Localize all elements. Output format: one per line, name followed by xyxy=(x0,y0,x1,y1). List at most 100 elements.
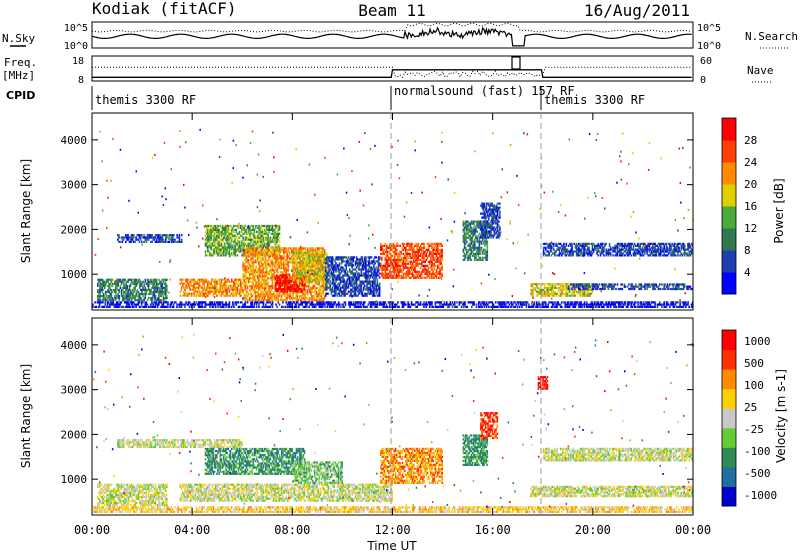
heatmap-cell xyxy=(273,295,276,298)
heatmap-cell xyxy=(226,250,228,253)
heatmap-cell xyxy=(293,284,295,287)
heatmap-cell xyxy=(402,266,405,269)
heatmap-cell xyxy=(306,247,309,250)
heatmap-cell xyxy=(220,278,223,281)
heatmap-cell xyxy=(259,265,261,268)
heatmap-cell xyxy=(237,250,240,253)
heatmap-cell xyxy=(242,232,244,235)
heatmap-cell xyxy=(397,256,399,259)
heatmap-cell xyxy=(481,202,483,205)
heatmap-cell xyxy=(315,263,317,266)
heatmap-cell xyxy=(349,276,351,279)
heatmap-cell xyxy=(147,284,150,287)
heatmap-cell xyxy=(337,270,340,273)
heatmap-cell xyxy=(277,282,279,285)
heatmap-cell xyxy=(471,246,474,249)
heatmap-cell xyxy=(291,280,293,283)
heatmap-cell xyxy=(242,269,244,272)
heatmap-cell xyxy=(261,228,264,231)
heatmap-cell xyxy=(226,280,228,283)
heatmap-cell xyxy=(150,236,152,239)
heatmap-cell xyxy=(343,282,345,285)
heatmap-cell xyxy=(398,256,400,259)
heatmap-cell xyxy=(230,278,233,281)
heatmap-cell xyxy=(483,236,486,239)
heatmap-cell xyxy=(127,288,130,292)
heatmap-cell xyxy=(276,240,278,243)
heatmap-cell xyxy=(344,284,346,287)
heatmap-cell xyxy=(254,299,257,302)
cpid-segment-1: themis 3300 RF xyxy=(95,93,196,107)
heatmap-cell xyxy=(328,268,330,271)
heatmap-cell xyxy=(371,292,374,295)
heatmap-cell xyxy=(260,244,263,247)
heatmap-cell xyxy=(355,282,358,285)
heatmap-cell xyxy=(183,292,185,295)
heatmap-cell xyxy=(376,280,379,283)
heatmap-cell xyxy=(159,234,161,237)
heatmap-cell xyxy=(99,282,101,285)
heatmap-cell xyxy=(477,224,479,227)
heatmap-cell xyxy=(140,280,142,283)
heatmap-cell xyxy=(302,267,305,270)
heatmap-cell xyxy=(110,280,113,283)
heatmap-cell xyxy=(232,290,234,293)
heatmap-cell xyxy=(280,288,283,291)
heatmap-cell xyxy=(439,252,441,255)
heatmap-cell xyxy=(381,274,383,277)
heatmap-cell xyxy=(292,261,294,264)
heatmap-cell xyxy=(133,234,135,237)
heatmap-cell xyxy=(220,238,223,241)
heatmap-cell xyxy=(366,282,368,285)
heatmap-cell xyxy=(126,288,128,292)
heatmap-cell xyxy=(268,293,270,296)
heatmap-cell xyxy=(270,285,273,288)
heatmap-cell xyxy=(283,247,285,250)
heatmap-cell xyxy=(298,253,300,256)
heatmap-cell xyxy=(285,269,287,272)
heatmap-cell xyxy=(426,256,429,259)
heatmap-cell xyxy=(440,256,442,259)
heatmap-cell xyxy=(168,236,170,239)
heatmap-cell xyxy=(482,224,484,227)
heatmap-cell xyxy=(469,246,471,249)
heatmap-cell xyxy=(485,258,487,261)
heatmap-cell xyxy=(277,244,280,247)
heatmap-cell xyxy=(402,262,405,265)
heatmap-cell xyxy=(321,269,324,272)
heatmap-cell xyxy=(408,268,410,271)
heatmap-cell xyxy=(181,284,184,287)
heatmap-cell xyxy=(130,238,133,241)
heatmap-cell xyxy=(159,288,161,292)
heatmap-cell xyxy=(197,282,200,285)
heatmap-cell xyxy=(312,287,314,290)
heatmap-cell xyxy=(369,284,372,287)
heatmap-cell xyxy=(355,286,358,289)
heatmap-cell xyxy=(477,248,479,251)
heatmap-cell xyxy=(173,234,175,237)
heatmap-cell xyxy=(289,288,292,291)
heatmap-cell xyxy=(329,264,332,267)
heatmap-cell xyxy=(128,295,131,298)
heatmap-cell xyxy=(272,247,275,250)
heatmap-cell xyxy=(296,267,299,270)
heatmap-cell xyxy=(407,266,409,269)
heatmap-cell xyxy=(349,290,351,293)
heatmap-cell xyxy=(331,272,334,275)
heatmap-cell xyxy=(159,240,161,243)
heatmap-cell xyxy=(222,286,225,289)
heatmap-cell xyxy=(335,286,337,289)
heatmap-cell xyxy=(477,250,479,253)
heatmap-cell xyxy=(408,270,410,273)
heatmap-cell xyxy=(393,244,396,247)
heatmap-cell xyxy=(236,248,239,251)
heatmap-cell xyxy=(151,282,153,285)
heatmap-cell xyxy=(423,258,425,261)
heatmap-cell xyxy=(165,238,167,241)
heatmap-cell xyxy=(143,299,145,302)
heatmap-cell xyxy=(311,253,314,256)
heatmap-cell xyxy=(158,234,160,237)
heatmap-cell xyxy=(336,284,338,287)
heatmap-cell xyxy=(324,268,327,271)
heatmap-cell xyxy=(153,299,156,302)
